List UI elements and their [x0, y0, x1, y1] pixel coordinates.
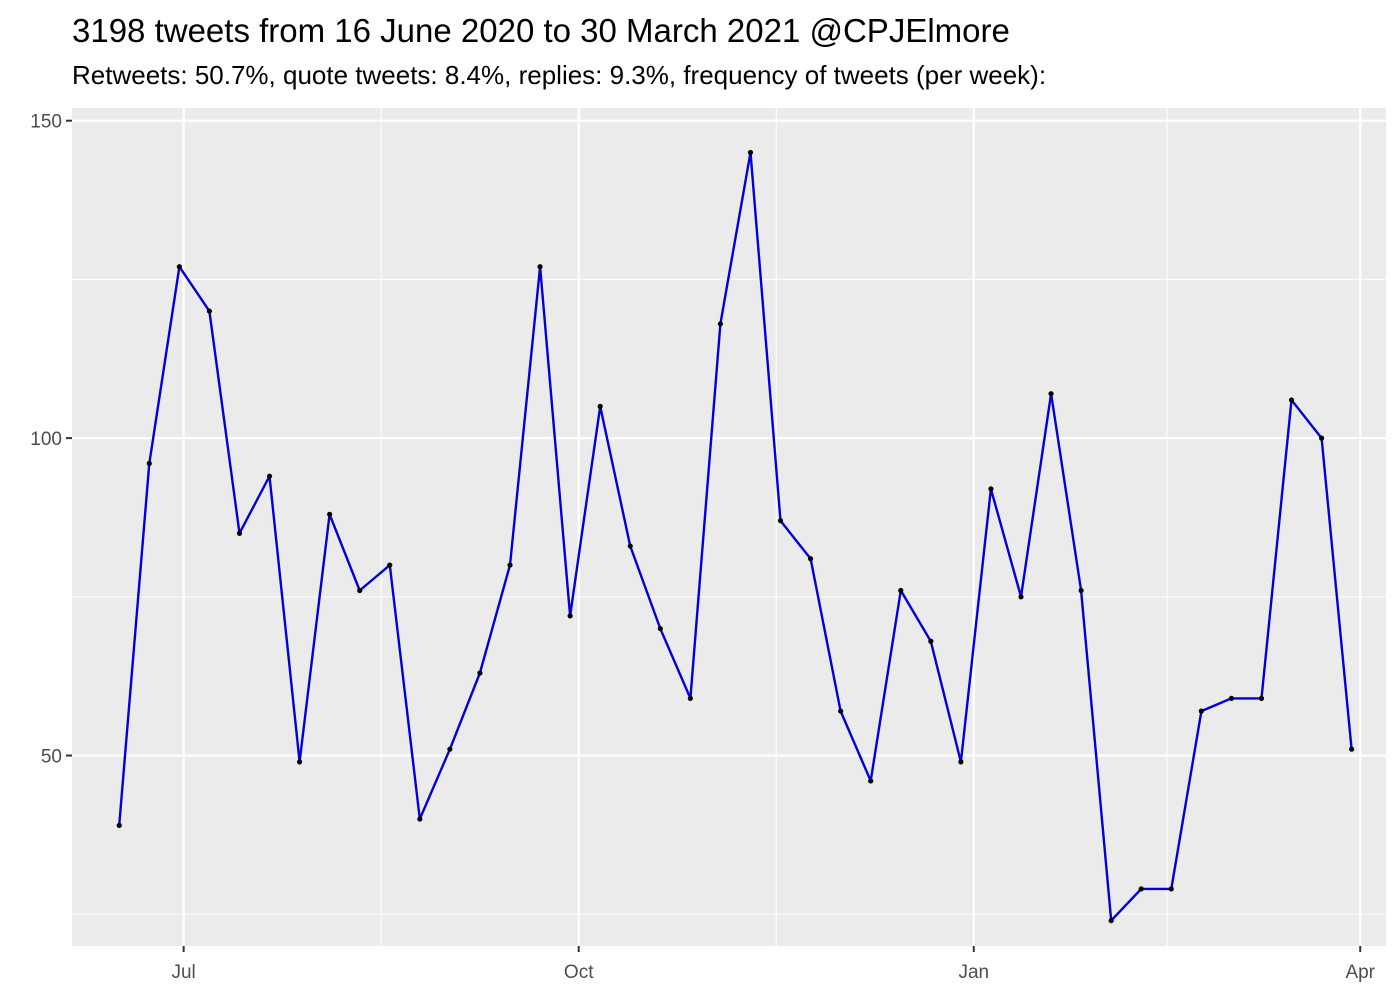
- data-point: [1198, 708, 1204, 714]
- x-tick-label: Oct: [564, 962, 594, 983]
- data-point: [1018, 594, 1024, 600]
- data-point: [1138, 886, 1144, 892]
- x-tick-label: Jan: [958, 962, 989, 983]
- data-point: [537, 264, 543, 270]
- data-point: [387, 562, 393, 568]
- data-point: [176, 264, 182, 270]
- y-tick-label: 100: [30, 429, 62, 450]
- data-point: [687, 695, 693, 702]
- plot-panel: [72, 108, 1386, 946]
- data-point: [1168, 886, 1174, 892]
- axes: 50 100 150 Jul Oct Jan Apr: [30, 112, 1375, 983]
- data-point: [1078, 587, 1084, 594]
- data-point: [357, 587, 363, 594]
- data-point: [868, 778, 874, 784]
- data-point: [1288, 397, 1295, 403]
- y-tick-label: 150: [30, 112, 62, 133]
- data-point: [1318, 435, 1325, 441]
- data-point: [777, 518, 784, 524]
- chart-title: 3198 tweets from 16 June 2020 to 30 Marc…: [72, 12, 1010, 49]
- data-point: [597, 403, 603, 409]
- data-point: [988, 486, 994, 492]
- data-point: [717, 321, 724, 327]
- data-point: [958, 759, 964, 765]
- x-tick-label: Jul: [171, 962, 195, 983]
- data-point: [567, 613, 573, 619]
- y-tick-label: 50: [41, 747, 62, 768]
- data-point: [327, 511, 333, 517]
- chart-subtitle: Retweets: 50.7%, quote tweets: 8.4%, rep…: [72, 60, 1047, 90]
- series-line: [118, 151, 1353, 922]
- major-gridlines: [72, 108, 1386, 946]
- data-point: [1108, 918, 1114, 924]
- data-point: [657, 625, 663, 632]
- data-point: [477, 670, 483, 676]
- data-point: [116, 822, 122, 828]
- data-point: [236, 530, 243, 536]
- series-layer: [116, 149, 1355, 924]
- data-point: [1258, 695, 1265, 702]
- data-point: [747, 149, 754, 156]
- data-point: [146, 460, 152, 467]
- data-point: [627, 543, 633, 549]
- data-point: [928, 638, 934, 644]
- data-point: [1349, 746, 1355, 752]
- data-point: [1048, 391, 1054, 397]
- x-tick-label: Apr: [1345, 962, 1375, 983]
- data-point: [206, 308, 213, 314]
- data-point: [807, 556, 814, 562]
- data-point: [266, 473, 273, 479]
- data-point: [838, 708, 844, 714]
- data-point: [296, 759, 303, 765]
- data-point: [417, 816, 423, 822]
- data-point: [507, 562, 513, 568]
- data-point: [898, 587, 904, 594]
- data-point: [1228, 695, 1235, 702]
- data-point: [447, 746, 453, 752]
